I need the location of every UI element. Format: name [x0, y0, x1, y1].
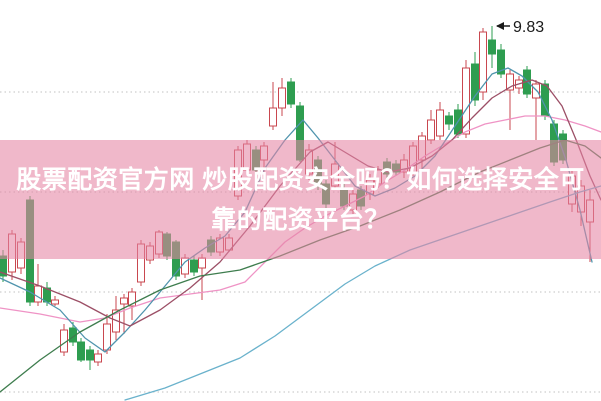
headline-line-1: 股票配资官方网 炒股配资安全吗？如何选择安全可 [16, 165, 585, 194]
peak-annotation: 9.83 [496, 19, 544, 36]
headline-banner: 股票配资官方网 炒股配资安全吗？如何选择安全可 靠的配资平台？ [0, 140, 601, 259]
headline-line-2: 靠的配资平台？ [211, 205, 390, 234]
peak-arrowhead-icon [496, 22, 504, 30]
peak-price-label: 9.83 [513, 19, 544, 36]
